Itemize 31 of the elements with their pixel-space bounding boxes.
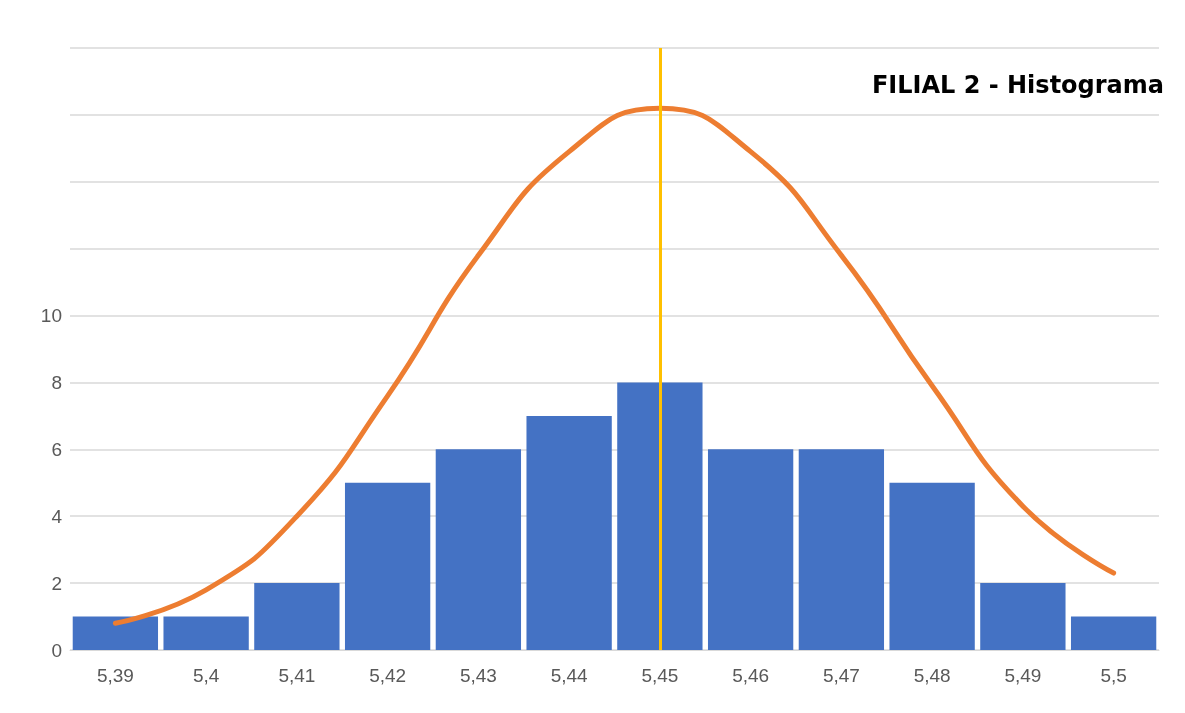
x-tick-label: 5,45 xyxy=(641,665,679,686)
x-tick-label: 5,44 xyxy=(550,665,589,686)
x-tick-label: 5,5 xyxy=(1100,665,1127,686)
bar xyxy=(254,583,340,650)
bar xyxy=(889,482,975,650)
bar xyxy=(1070,616,1157,650)
bar xyxy=(163,616,249,650)
x-tick-label: 5,4 xyxy=(192,665,220,686)
bar xyxy=(344,482,431,650)
x-tick-label: 5,39 xyxy=(96,665,134,686)
y-tick-label: 4 xyxy=(51,505,63,527)
bar xyxy=(72,616,159,650)
y-tick-label: 0 xyxy=(51,639,62,661)
bar xyxy=(617,382,703,650)
text: FILIAL 2 - Histograma xyxy=(871,71,1165,99)
y-tick-label: 6 xyxy=(51,438,62,460)
bar xyxy=(435,449,522,650)
bar xyxy=(707,449,794,650)
x-tick-label: 5,48 xyxy=(913,665,951,686)
bar xyxy=(980,583,1066,650)
x-tick-label: 5,47 xyxy=(822,665,860,686)
x-tick-label: 5,41 xyxy=(278,665,316,686)
x-tick-label: 5,43 xyxy=(459,665,497,686)
x-tick-label: 5,49 xyxy=(1004,665,1042,686)
y-tick-label: 10 xyxy=(40,305,62,327)
x-tick-label: 5,46 xyxy=(732,665,770,686)
y-tick-label: 8 xyxy=(51,371,62,393)
bar xyxy=(798,449,885,650)
bar xyxy=(526,415,612,650)
y-tick-label: 2 xyxy=(51,572,62,594)
x-tick-label: 5,42 xyxy=(369,665,407,686)
